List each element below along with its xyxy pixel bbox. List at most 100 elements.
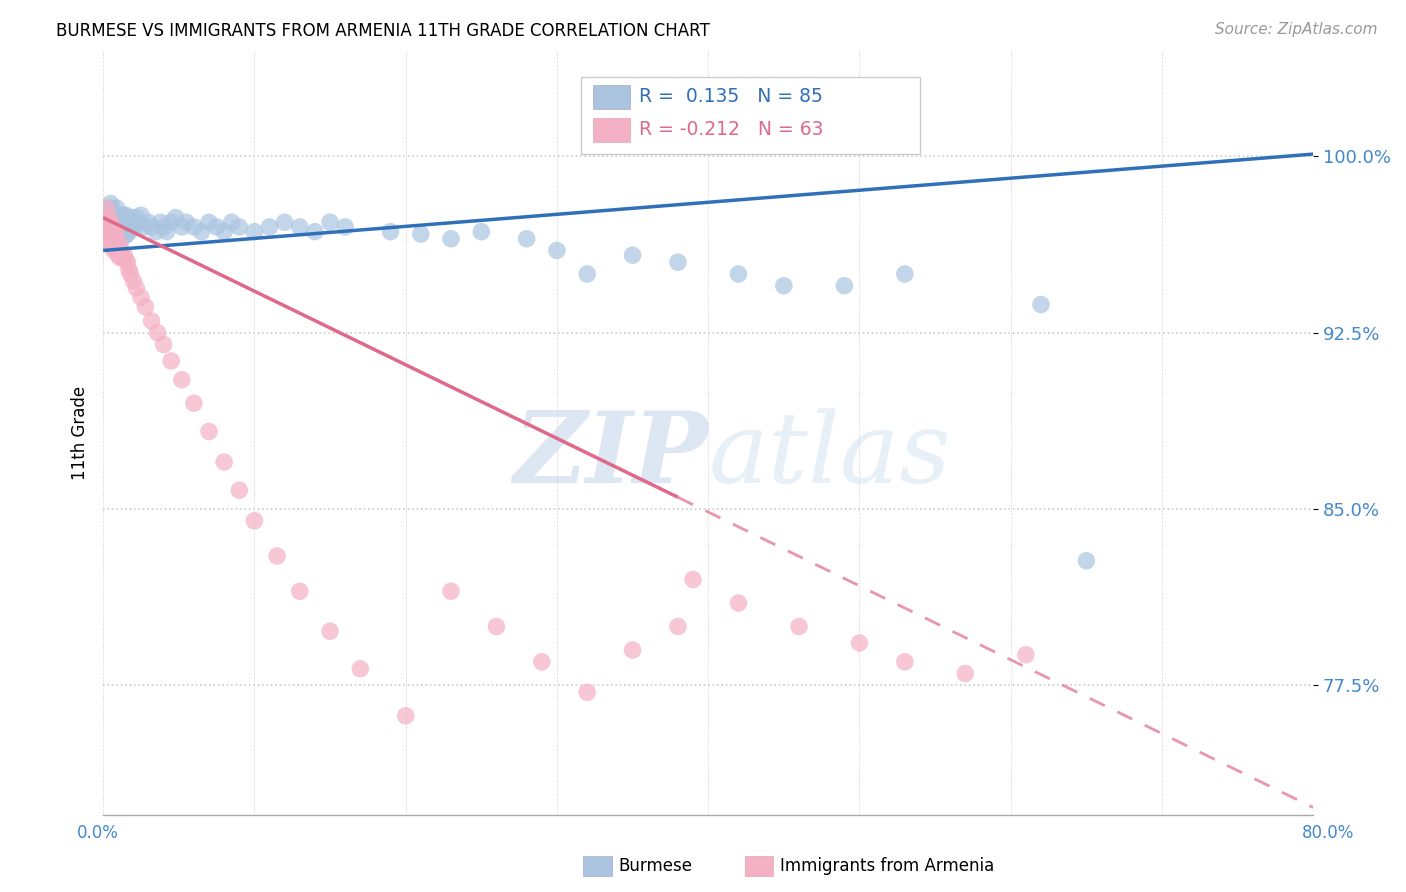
Point <box>894 267 917 281</box>
Point <box>160 354 183 368</box>
Point <box>125 211 148 225</box>
Point <box>395 709 418 723</box>
Point <box>112 248 135 262</box>
Point <box>112 215 135 229</box>
Point <box>132 219 155 234</box>
Point <box>170 373 193 387</box>
Point <box>333 219 356 234</box>
Point <box>129 290 152 304</box>
Point <box>145 225 167 239</box>
Point <box>105 232 128 246</box>
Point <box>127 215 149 229</box>
Point <box>319 215 342 229</box>
Text: atlas: atlas <box>709 408 950 503</box>
Point <box>170 219 193 234</box>
Point <box>117 213 139 227</box>
Point <box>1015 648 1038 662</box>
Point <box>103 215 125 229</box>
Point <box>108 239 131 253</box>
Point <box>108 229 131 244</box>
Point <box>96 201 118 215</box>
Point <box>129 208 152 222</box>
Point <box>103 244 125 258</box>
Point <box>787 619 810 633</box>
Point <box>894 655 917 669</box>
Point <box>152 219 174 234</box>
Point <box>101 219 124 234</box>
Text: 0.0%: 0.0% <box>77 824 120 842</box>
Point <box>156 225 179 239</box>
Point <box>110 244 132 258</box>
Point <box>111 208 134 222</box>
Point <box>160 215 183 229</box>
Point <box>190 225 212 239</box>
Point <box>103 225 125 239</box>
Point <box>682 573 704 587</box>
Point <box>97 208 120 222</box>
Point <box>516 232 538 246</box>
Point <box>955 666 977 681</box>
Text: Source: ZipAtlas.com: Source: ZipAtlas.com <box>1215 22 1378 37</box>
Point <box>110 211 132 225</box>
Text: BURMESE VS IMMIGRANTS FROM ARMENIA 11TH GRADE CORRELATION CHART: BURMESE VS IMMIGRANTS FROM ARMENIA 11TH … <box>56 22 710 40</box>
Point <box>98 213 121 227</box>
Point <box>107 225 129 239</box>
Point <box>104 219 127 234</box>
Point <box>97 225 120 239</box>
Point <box>108 251 131 265</box>
Point <box>288 584 311 599</box>
Point <box>380 225 402 239</box>
Text: Immigrants from Armenia: Immigrants from Armenia <box>780 857 994 875</box>
Point <box>141 314 163 328</box>
Point <box>440 584 463 599</box>
Point <box>103 208 125 222</box>
Point <box>96 215 118 229</box>
Point <box>183 219 205 234</box>
Point <box>101 219 124 234</box>
Point <box>273 215 295 229</box>
Point <box>96 215 118 229</box>
Point <box>134 300 156 314</box>
Point <box>243 225 266 239</box>
Point <box>107 236 129 251</box>
Point <box>485 619 508 633</box>
Point <box>120 267 142 281</box>
Point <box>546 244 568 258</box>
Text: R = -0.212   N = 63: R = -0.212 N = 63 <box>640 120 824 139</box>
Point <box>125 281 148 295</box>
Point <box>138 215 160 229</box>
Point <box>198 425 221 439</box>
Point <box>100 227 122 241</box>
Point <box>834 278 856 293</box>
Point <box>98 225 121 239</box>
Point <box>111 219 134 234</box>
Text: Burmese: Burmese <box>619 857 693 875</box>
Point <box>118 215 141 229</box>
Point <box>259 219 281 234</box>
Point <box>98 219 121 234</box>
Point <box>101 225 124 239</box>
Point <box>146 326 169 340</box>
Point <box>104 232 127 246</box>
Point <box>266 549 288 563</box>
Point <box>152 337 174 351</box>
Point <box>97 208 120 222</box>
Point <box>621 643 644 657</box>
Point <box>409 227 432 241</box>
Point <box>666 619 689 633</box>
Point <box>108 215 131 229</box>
Point <box>117 227 139 241</box>
Point <box>110 225 132 239</box>
Y-axis label: 11th Grade: 11th Grade <box>72 385 89 480</box>
Point <box>1076 554 1098 568</box>
Point <box>727 596 749 610</box>
Point <box>101 232 124 246</box>
Point <box>319 624 342 639</box>
Point <box>576 267 599 281</box>
Text: R =  0.135   N = 85: R = 0.135 N = 85 <box>640 87 823 106</box>
FancyBboxPatch shape <box>581 78 920 153</box>
Point <box>100 227 122 241</box>
Point <box>848 636 870 650</box>
Point <box>107 219 129 234</box>
Point <box>470 225 492 239</box>
